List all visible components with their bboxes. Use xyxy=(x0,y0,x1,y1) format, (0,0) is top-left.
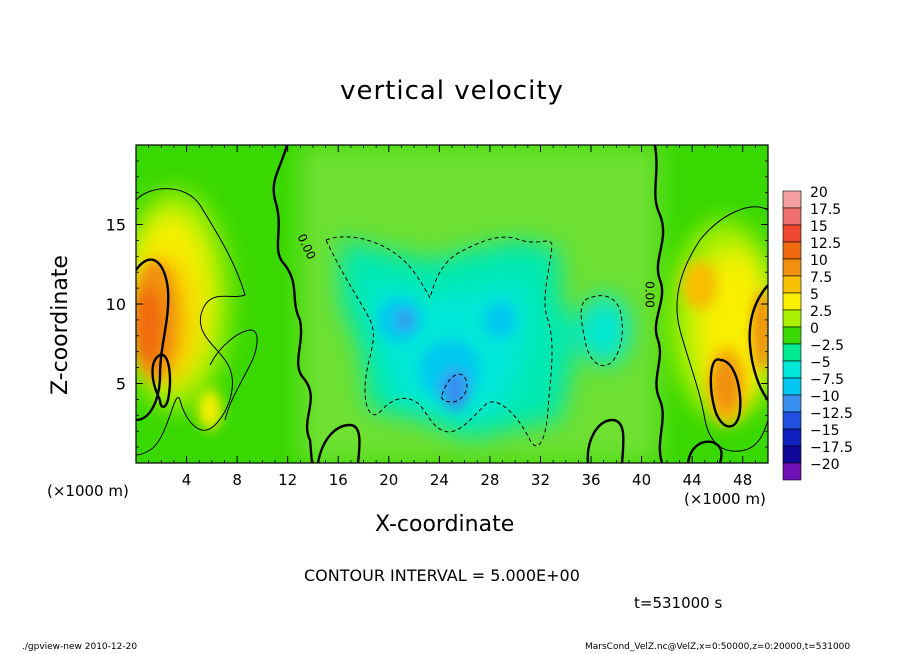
colorbar-label: 5 xyxy=(810,287,819,303)
y-axis-label: Z-coordinate xyxy=(48,255,73,395)
x-tick-label-8: 8 xyxy=(232,471,242,489)
field-updraft-left-core xyxy=(136,260,222,430)
colorbar-label: −5 xyxy=(810,355,831,371)
colorbar-swatch xyxy=(782,428,802,447)
x-tick-label-20: 20 xyxy=(379,471,398,489)
x-tick-label-24: 24 xyxy=(430,471,449,489)
colorbar-label: −2.5 xyxy=(810,338,844,354)
colorbar-label: 7.5 xyxy=(810,270,832,286)
x-tick-label-40: 40 xyxy=(632,471,651,489)
colorbar-label: −12.5 xyxy=(810,406,853,422)
colorbar-swatch xyxy=(782,411,802,430)
colorbar-label: 10 xyxy=(810,253,828,269)
y-tick-label-15: 15 xyxy=(106,216,126,235)
contour-label: 0.00 xyxy=(642,281,656,308)
colorbar-label: 15 xyxy=(810,219,828,235)
colorbar-label: 20 xyxy=(810,185,828,201)
colorbar-swatch xyxy=(782,445,802,464)
colorbar-label: −15 xyxy=(810,423,840,439)
footer-left-text: ./gpview-new 2010-12-20 xyxy=(22,642,138,652)
colorbar-swatch xyxy=(782,377,802,396)
x-tick-label-12: 12 xyxy=(278,471,297,489)
field-downdraft-core xyxy=(378,298,516,410)
colorbar-swatch xyxy=(782,275,802,294)
colorbar-swatch xyxy=(782,224,802,243)
colorbar-label: −7.5 xyxy=(810,372,844,388)
colorbar-swatch xyxy=(782,343,802,362)
colorbar: 2017.51512.5107.552.50−2.5−5−7.5−10−12.5… xyxy=(782,185,853,481)
colorbar-swatch xyxy=(782,241,802,260)
y-axis: 5 10 15 xyxy=(106,160,768,448)
y-tick-label-10: 10 xyxy=(106,295,126,314)
time-label: t=531000 s xyxy=(634,594,723,612)
heatmap-field xyxy=(136,145,768,463)
colorbar-swatch xyxy=(782,309,802,328)
x-tick-label-48: 48 xyxy=(733,471,752,489)
colorbar-swatch xyxy=(782,292,802,311)
x-axis: 4 8 12 16 20 24 28 32 36 40 44 48 xyxy=(148,145,756,489)
positive-contours xyxy=(136,188,768,456)
colorbar-label: −17.5 xyxy=(810,440,853,456)
colorbar-label: 12.5 xyxy=(810,236,841,252)
colorbar-swatch xyxy=(782,190,802,209)
x-tick-label-32: 32 xyxy=(531,471,550,489)
colorbar-swatch xyxy=(782,360,802,379)
x-tick-label-36: 36 xyxy=(581,471,600,489)
y-tick-label-5: 5 xyxy=(116,375,126,394)
colorbar-label: −20 xyxy=(810,457,840,473)
colorbar-label: 17.5 xyxy=(810,202,841,218)
x-tick-label-16: 16 xyxy=(329,471,348,489)
x-tick-label-4: 4 xyxy=(182,471,192,489)
zero-contours xyxy=(136,145,768,463)
negative-contours xyxy=(325,236,623,447)
colorbar-label: 2.5 xyxy=(810,304,832,320)
colorbar-swatch xyxy=(782,326,802,345)
x-unit-label-right: (×1000 m) xyxy=(684,490,766,508)
x-tick-label-28: 28 xyxy=(480,471,499,489)
colorbar-swatch xyxy=(782,394,802,413)
footer-right-text: MarsCond_VelZ.nc@VelZ,x=0:50000,z=0:2000… xyxy=(585,642,851,652)
x-unit-label-left: (×1000 m) xyxy=(47,482,129,500)
x-axis-label: X-coordinate xyxy=(375,512,515,537)
x-tick-label-44: 44 xyxy=(683,471,702,489)
chart-title: vertical velocity xyxy=(340,76,564,106)
colorbar-label: 0 xyxy=(810,321,819,337)
colorbar-label: −10 xyxy=(810,389,840,405)
colorbar-swatch xyxy=(782,462,802,481)
colorbar-swatch xyxy=(782,207,802,226)
colorbar-swatch xyxy=(782,258,802,277)
contour-interval-text: CONTOUR INTERVAL = 5.000E+00 xyxy=(304,566,580,585)
